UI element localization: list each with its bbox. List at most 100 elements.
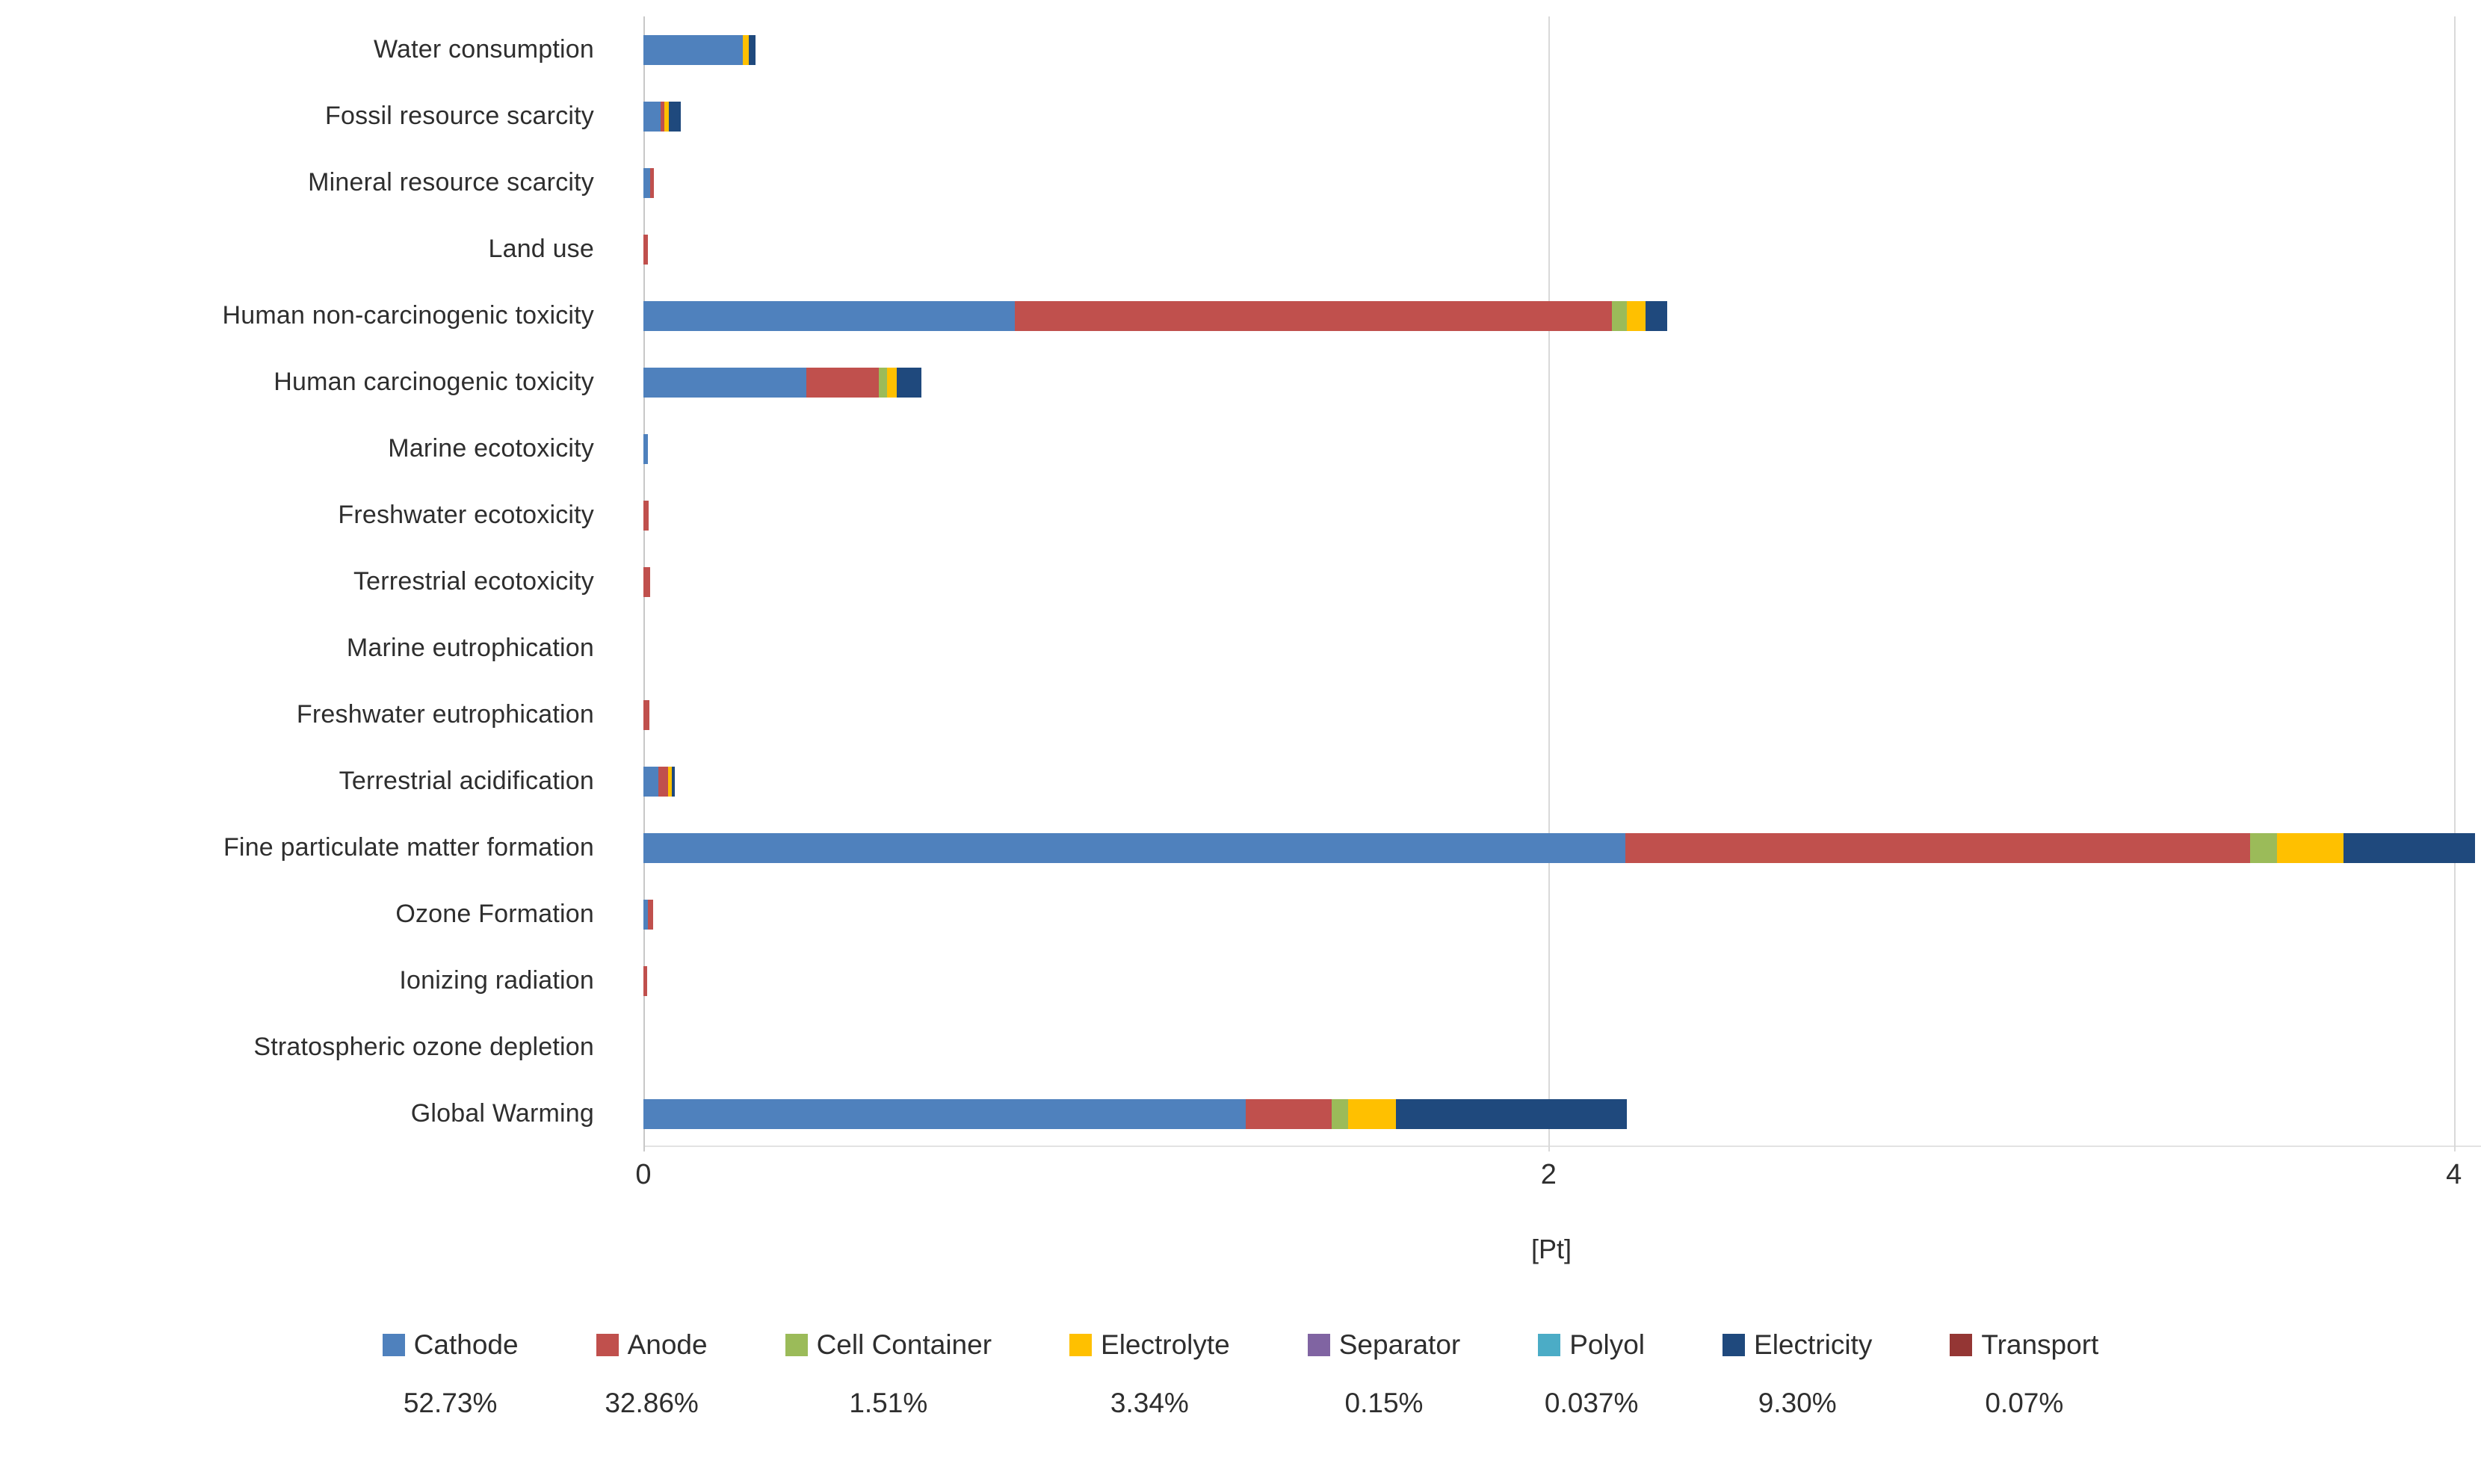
legend-swatch-icon: [1069, 1334, 1093, 1356]
legend-swatch-icon: [382, 1334, 405, 1356]
legend-percent: 32.86%: [605, 1388, 699, 1418]
x-axis-title: [Pt]: [1530, 1234, 1572, 1264]
bar-segment-cathode: [643, 34, 744, 65]
chart-row: Human carcinogenic toxicity: [0, 349, 2481, 415]
bar-track: [643, 367, 2481, 398]
bar-segment-anode: [643, 566, 651, 597]
chart-row: Terrestrial ecotoxicity: [0, 548, 2481, 615]
legend-label: Transport: [1981, 1329, 2099, 1360]
legend-percent: 1.51%: [849, 1388, 928, 1418]
category-label: Global Warming: [410, 1099, 594, 1128]
bar-segment-electricity: [1645, 300, 1667, 331]
chart-row: Land use: [0, 216, 2481, 282]
legend-entry: Electrolyte: [1069, 1329, 1230, 1361]
chart-row: Ozone Formation: [0, 881, 2481, 947]
chart-row: Marine eutrophication: [0, 615, 2481, 681]
legend-entry: Polyol: [1538, 1329, 1645, 1361]
category-label: Ionizing radiation: [399, 966, 594, 995]
legend-percent: 9.30%: [1758, 1388, 1837, 1418]
bar-segment-electrolyte: [668, 766, 672, 797]
category-label: Human non-carcinogenic toxicity: [222, 301, 594, 330]
bar-segment-cell-container: [1612, 300, 1628, 331]
bar-segment-cathode: [643, 899, 649, 930]
chart-row: Marine ecotoxicity: [0, 415, 2481, 482]
stacked-bar-chart: Water consumption Fossil resource scarcit…: [0, 16, 2481, 1484]
chart-row: Freshwater eutrophication: [0, 681, 2481, 748]
bar-track: [643, 1098, 2481, 1129]
bar-segment-cathode: [643, 1098, 1246, 1129]
bar-track: [643, 500, 2481, 531]
bar-segment-cell-container: [1331, 1098, 1348, 1129]
chart-row: Terrestrial acidification: [0, 748, 2481, 814]
legend-swatch-icon: [596, 1334, 619, 1356]
category-label: Mineral resource scarcity: [308, 168, 594, 197]
bar-segment-electricity: [1396, 1098, 1628, 1129]
legend-swatch-icon: [1950, 1334, 1973, 1356]
chart-row: Fossil resource scarcity: [0, 83, 2481, 149]
chart-row: Global Warming: [0, 1080, 2481, 1147]
bar-track: [643, 234, 2481, 265]
category-label: Human carcinogenic toxicity: [274, 368, 594, 396]
category-label: Freshwater ecotoxicity: [338, 501, 594, 529]
bar-segment-anode: [643, 500, 649, 531]
bar-segment-cathode: [643, 433, 649, 464]
bar-segment-anode: [650, 167, 654, 198]
bar-segment-anode: [1625, 832, 2251, 863]
legend-item-cell-container: Cell Container 1.51%: [785, 1329, 992, 1419]
chart-row: Ionizing radiation: [0, 947, 2481, 1014]
gridline-x-2: [1548, 16, 1551, 1151]
legend-label: Electricity: [1754, 1329, 1873, 1360]
legend: Cathode 52.73% Anode 32.86% Cell Container 1.…: [0, 1329, 2481, 1419]
category-label: Water consumption: [373, 35, 594, 64]
chart-row: Freshwater ecotoxicity: [0, 482, 2481, 548]
bar-track: [643, 766, 2481, 797]
x-axis: 0 2 4: [635, 1147, 2481, 1199]
bar-segment-anode: [1014, 300, 1613, 331]
legend-entry: Electricity: [1723, 1329, 1872, 1361]
legend-item-anode: Anode 32.86%: [596, 1329, 708, 1419]
category-label: Fine particulate matter formation: [223, 833, 594, 862]
category-label: Land use: [488, 235, 594, 263]
legend-entry: Cathode: [382, 1329, 519, 1361]
category-label: Terrestrial acidification: [339, 767, 594, 795]
legend-percent: 52.73%: [403, 1388, 498, 1418]
legend-swatch-icon: [785, 1334, 808, 1356]
bar-track: [643, 899, 2481, 930]
category-label: Fossil resource scarcity: [325, 102, 594, 130]
bar-track: [643, 101, 2481, 132]
legend-entry: Anode: [596, 1329, 708, 1361]
legend-label: Anode: [627, 1329, 708, 1360]
legend-entry: Separator: [1307, 1329, 1461, 1361]
bar-segment-cathode: [643, 367, 807, 398]
bar-track: [643, 433, 2481, 464]
bar-track: [643, 300, 2481, 331]
bar-track: [643, 34, 2481, 65]
x-tick-label-2: 2: [1540, 1159, 1557, 1190]
bar-segment-electricity: [2343, 832, 2476, 863]
category-label: Stratospheric ozone depletion: [253, 1033, 594, 1061]
legend-label: Cathode: [413, 1329, 519, 1360]
legend-label: Separator: [1338, 1329, 1461, 1360]
bar-segment-cell-container: [878, 367, 887, 398]
bar-segment-cathode: [643, 832, 1626, 863]
bar-track: [643, 699, 2481, 730]
bar-segment-electricity: [748, 34, 756, 65]
bar-segment-cell-container: [2250, 832, 2278, 863]
legend-swatch-icon: [1723, 1334, 1746, 1356]
bar-segment-electricity: [671, 766, 675, 797]
bar-segment-electrolyte: [743, 34, 749, 65]
bar-segment-anode: [806, 367, 879, 398]
category-label: Freshwater eutrophication: [296, 700, 594, 729]
legend-label: Cell Container: [816, 1329, 992, 1360]
x-tick-label-4: 4: [2446, 1159, 2462, 1190]
bar-segment-electrolyte: [886, 367, 897, 398]
category-label: Marine eutrophication: [346, 634, 594, 662]
bar-segment-electrolyte: [1348, 1098, 1397, 1129]
legend-item-electricity: Electricity 9.30%: [1723, 1329, 1872, 1419]
legend-label: Electrolyte: [1101, 1329, 1230, 1360]
legend-percent: 0.037%: [1544, 1388, 1639, 1418]
bar-track: [643, 965, 2481, 996]
bar-segment-anode: [1245, 1098, 1332, 1129]
category-label: Ozone Formation: [395, 900, 594, 928]
legend-item-cathode: Cathode 52.73%: [382, 1329, 519, 1419]
